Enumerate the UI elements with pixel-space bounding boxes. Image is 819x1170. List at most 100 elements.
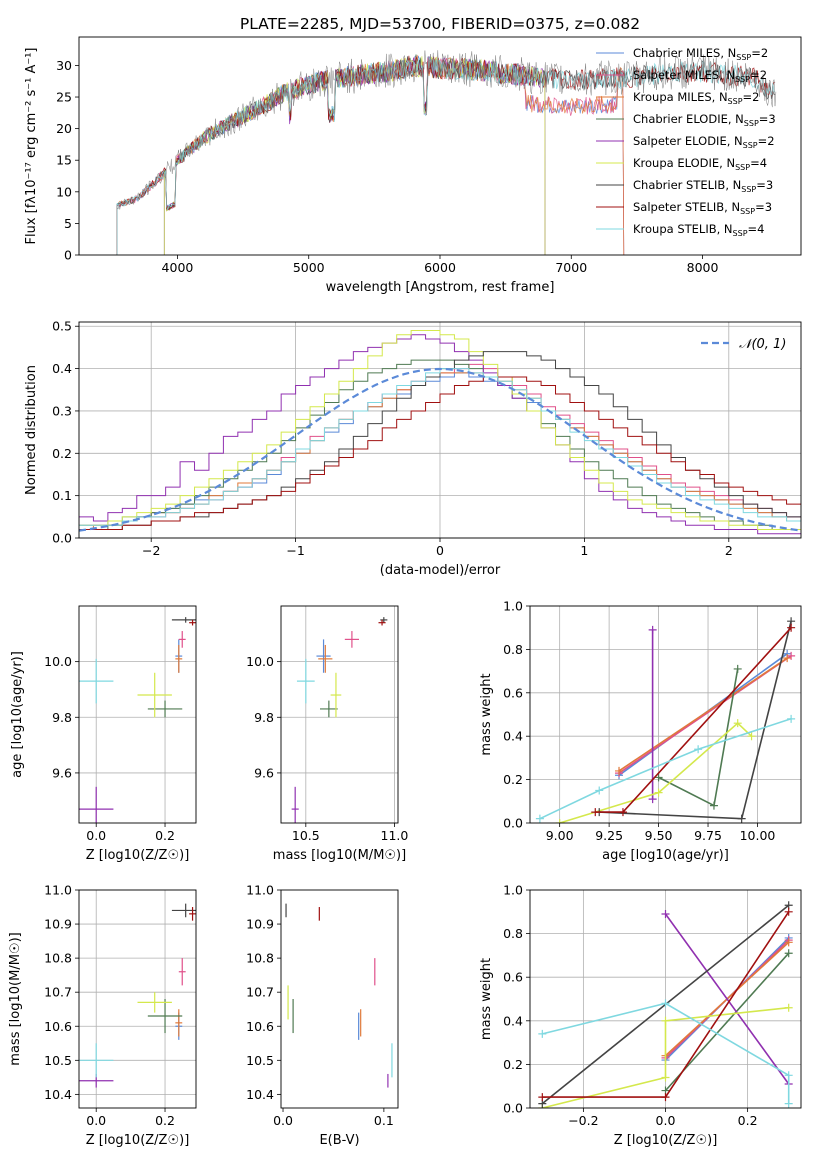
mass_vs_EBV-ytick-label: 10.5 (246, 1053, 274, 1068)
age_vs_Z-ylabel: age [log10(age/yr)] (10, 651, 25, 778)
mass_weight_vs_age-axes: 9.00 9.25 9.50 9.75 10.00 0.0 0.2 0.4 0.6 0.8 1.0 a… (479, 599, 802, 863)
age_vs_Z-xlabel: Z [log10(Z/Z☉)] (86, 848, 190, 863)
mass_weight_vs_age-xtick-label: 10.00 (740, 828, 776, 843)
mass_weight_vs_age-xtick-label: 9.50 (645, 828, 673, 843)
mass_vs_Z-ylabel: mass [log10(M/M☉)] (8, 932, 23, 1065)
residuals-ytick-label: 0.0 (52, 531, 72, 546)
mass_vs_Z-ytick-label: 10.4 (44, 1087, 72, 1102)
residuals-ytick-label: 0.5 (52, 319, 72, 334)
spectrum-ytick-label: 5 (64, 216, 72, 231)
spectrum-ytick-label: 25 (56, 90, 72, 105)
mass_vs_Z-frame: 0.0 0.2 10.4 10.5 10.6 10.7 10.8 10.9 11.0 Z [log… (8, 883, 197, 1148)
histogram-step (79, 368, 801, 538)
weight-marker (787, 623, 796, 632)
age_vs_Z-xtick-label: 0.0 (86, 828, 106, 843)
weight-marker (661, 1073, 670, 1082)
age_vs_Z-spines (78, 605, 197, 824)
mass_vs_EBV-ytick-label: 10.9 (246, 917, 274, 932)
residuals-frame: −2 −1 0 1 2 0.0 0.1 0.2 0.3 0.4 0.5 (data-model)/er… (24, 319, 802, 578)
legend-subscript: SSP (728, 97, 743, 106)
mass_vs_EBV-ytick-label: 10.7 (246, 985, 274, 1000)
mass_vs_Z-ytick-label: 10.7 (44, 985, 72, 1000)
age_vs_Z-axes: 0.0 0.2 9.6 9.8 10.0 Z [log10(Z/Z☉)] age [log1… (10, 605, 197, 863)
mass_vs_EBV-axes: 0.0 0.1 10.4 10.5 10.6 10.7 10.8 10.9 11.0 E(B-V) (246, 883, 399, 1148)
weight-marker (538, 1029, 547, 1038)
legend-subscript: SSP (735, 75, 750, 84)
legend-count: =4 (750, 156, 767, 170)
spectrum-ytick-label: 0 (64, 248, 72, 263)
spectrum-ytick-label: 30 (56, 58, 72, 73)
residuals-ytick-label: 0.1 (52, 488, 72, 503)
mass_weight_vs_age-frame: 9.00 9.25 9.50 9.75 10.00 0.0 0.2 0.4 0.6 0.8 1.0 a… (479, 599, 802, 863)
legend-subscript: SSP (743, 141, 758, 150)
spectrum-model-line (116, 54, 625, 255)
weight-marker (538, 1093, 547, 1102)
legend-count: =2 (743, 90, 760, 104)
residuals-plot (79, 329, 801, 538)
mass_weight_vs_age-xtick-label: 9.75 (694, 828, 722, 843)
spectrum-model-line (163, 54, 546, 255)
residuals-xlabel: (data-model)/error (380, 563, 501, 578)
residuals-ytick-label: 0.2 (52, 446, 72, 461)
legend-count: =3 (759, 112, 776, 126)
mass_weight_vs_age-ytick-label: 0.0 (503, 816, 523, 831)
age_vs_Z-plot (79, 617, 196, 823)
spectrum-model-line (116, 54, 625, 255)
residuals-xtick-label: 2 (725, 543, 733, 558)
mass_weight_vs_age-plot (535, 617, 796, 823)
mass_weight_vs_age-ytick-label: 1.0 (503, 599, 523, 614)
mass_weight_vs_Z-ytick-label: 0.4 (503, 1013, 523, 1028)
mass_weight_vs_Z-xtick-label: 0.0 (656, 1113, 676, 1128)
age_vs_mass-xtick-label: 11.0 (381, 828, 409, 843)
mass_weight_vs_Z-ytick-label: 0.2 (503, 1057, 523, 1072)
mass_vs_EBV-xlabel: E(B-V) (319, 1133, 359, 1148)
weight-marker (733, 664, 742, 673)
legend-label: Salpeter MILES, NSSP=2 (633, 68, 767, 84)
weight-line (618, 657, 788, 772)
spectrum-ylabel: Flux [fλ10⁻¹⁷ erg cm⁻² s⁻¹ A⁻¹] (24, 48, 39, 245)
spectrum-xtick-label: 5000 (293, 260, 325, 275)
histogram-step (79, 359, 801, 538)
residuals-ytick-label: 0.3 (52, 403, 72, 418)
mass_weight_vs_Z-ytick-label: 0.6 (503, 970, 523, 985)
age_vs_mass-spines (280, 605, 399, 824)
mass_weight_vs_age-ytick-label: 0.8 (503, 642, 523, 657)
spectrum-model-line (116, 57, 625, 255)
mass_vs_Z-xtick-label: 0.0 (86, 1113, 106, 1128)
mass_vs_EBV-plot (285, 903, 393, 1088)
weight-marker (783, 654, 792, 663)
mass_vs_EBV-spines (280, 889, 399, 1109)
spectrum-ytick-label: 10 (56, 184, 72, 199)
mass_weight_vs_Z-xtick-label: −0.2 (568, 1113, 598, 1128)
mass_weight_vs_age-xtick-label: 9.00 (546, 828, 574, 843)
weight-marker (648, 795, 657, 804)
age_vs_mass-ytick-label: 9.8 (254, 710, 274, 725)
spectrum-axes: 4000 5000 6000 7000 8000 0 5 10 15 20 25 30 waveleng… (24, 36, 802, 295)
age_vs_Z-frame: 0.0 0.2 9.6 9.8 10.0 Z [log10(Z/Z☉)] age [log1… (10, 605, 197, 863)
weight-marker (661, 1093, 670, 1102)
histogram-step (79, 329, 801, 538)
mass_weight_vs_Z-ylabel: mass weight (479, 958, 494, 1040)
weight-line (542, 1002, 790, 1104)
histogram-step (79, 376, 801, 538)
mass_weight_vs_Z-ytick-label: 0.0 (503, 1101, 523, 1116)
weight-marker (784, 1003, 793, 1012)
legend-count: =3 (756, 178, 773, 192)
legend-count: =4 (748, 222, 765, 236)
mass_weight_vs_age-ylabel: mass weight (479, 673, 494, 755)
weight-marker (654, 773, 663, 782)
legend-subscript: SSP (744, 119, 759, 128)
gaussian-curve (79, 367, 801, 532)
histogram-step (79, 334, 801, 538)
weight-marker (784, 1071, 793, 1080)
age_vs_mass-plot (291, 617, 388, 823)
weight-marker (694, 745, 703, 754)
spectrum-xtick-label: 6000 (424, 260, 456, 275)
weight-marker (733, 719, 742, 728)
spectrum-xlabel: wavelength [Angstrom, rest frame] (326, 280, 555, 295)
weight-line (595, 627, 792, 813)
spectrum-xtick-label: 8000 (687, 260, 719, 275)
figure-title: PLATE=2285, MJD=53700, FIBERID=0375, z=0… (240, 15, 640, 33)
weight-marker (709, 801, 718, 810)
weight-marker (737, 814, 746, 823)
